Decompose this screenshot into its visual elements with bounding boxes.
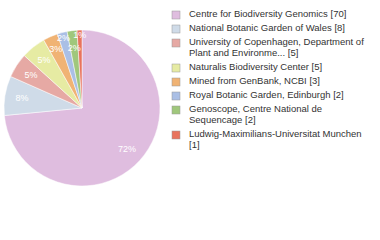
legend-line: Ludwig-Maximilians-Universitat Munchen	[189, 128, 362, 139]
legend-swatch	[172, 131, 180, 139]
legend-label: Centre for Biodiversity Genomics [70]	[189, 8, 346, 19]
legend-line: Royal Botanic Garden, Edinburgh [2]	[189, 89, 344, 100]
legend-swatch	[172, 39, 180, 47]
legend-swatch	[172, 106, 180, 114]
legend-item: Mined from GenBank, NCBI [3]	[172, 75, 320, 86]
legend-swatch	[172, 92, 180, 100]
legend-line: Genoscope, Centre National de	[189, 103, 322, 114]
legend-label: Genoscope, Centre National deSequencage …	[189, 103, 322, 125]
data-label: 2%	[68, 43, 81, 53]
legend-line: University of Copenhagen, Department of	[189, 36, 364, 47]
legend-label: Royal Botanic Garden, Edinburgh [2]	[189, 89, 344, 100]
data-label: 5%	[38, 55, 51, 65]
legend-swatch	[172, 64, 180, 72]
legend-label: Mined from GenBank, NCBI [3]	[189, 75, 320, 86]
data-label: 8%	[15, 93, 28, 103]
legend-item: University of Copenhagen, Department ofP…	[172, 36, 364, 58]
data-label: 5%	[25, 70, 38, 80]
legend-item: Ludwig-Maximilians-Universitat Munchen[1…	[172, 128, 362, 150]
legend-swatch	[172, 25, 180, 33]
pie-slice	[4, 30, 160, 186]
legend-label: Naturalis Biodiversity Center [5]	[189, 61, 322, 72]
data-labels: 72%8%5%5%3%2%2%1%	[15, 30, 136, 154]
data-label: 3%	[49, 44, 62, 54]
chart: 72%8%5%5%3%2%2%1%Centre for Biodiversity…	[0, 0, 380, 240]
data-label: 1%	[73, 30, 86, 40]
data-label: 2%	[57, 33, 70, 43]
legend-line: National Botanic Garden of Wales [8]	[189, 22, 345, 33]
legend-label: National Botanic Garden of Wales [8]	[189, 22, 345, 33]
legend-line: Sequencage [2]	[189, 114, 256, 125]
pie	[4, 30, 160, 186]
legend: Centre for Biodiversity Genomics [70] Nat…	[172, 8, 364, 150]
legend-line: Naturalis Biodiversity Center [5]	[189, 61, 322, 72]
legend-item: Centre for Biodiversity Genomics [70]	[172, 8, 346, 19]
legend-item: National Botanic Garden of Wales [8]	[172, 22, 345, 33]
legend-swatch	[172, 78, 180, 86]
legend-label: University of Copenhagen, Department ofP…	[189, 36, 364, 58]
legend-line: Mined from GenBank, NCBI [3]	[189, 75, 320, 86]
legend-line: [1]	[189, 139, 200, 150]
legend-line: Centre for Biodiversity Genomics [70]	[189, 8, 346, 19]
legend-line: Plant and Environme... [5]	[189, 47, 298, 58]
pie-slice	[67, 30, 82, 108]
legend-label: Ludwig-Maximilians-Universitat Munchen[1…	[189, 128, 362, 150]
legend-item: Naturalis Biodiversity Center [5]	[172, 61, 322, 72]
data-label: 72%	[118, 144, 136, 154]
legend-swatch	[172, 11, 180, 19]
legend-item: Royal Botanic Garden, Edinburgh [2]	[172, 89, 344, 100]
legend-item: Genoscope, Centre National deSequencage …	[172, 103, 322, 125]
